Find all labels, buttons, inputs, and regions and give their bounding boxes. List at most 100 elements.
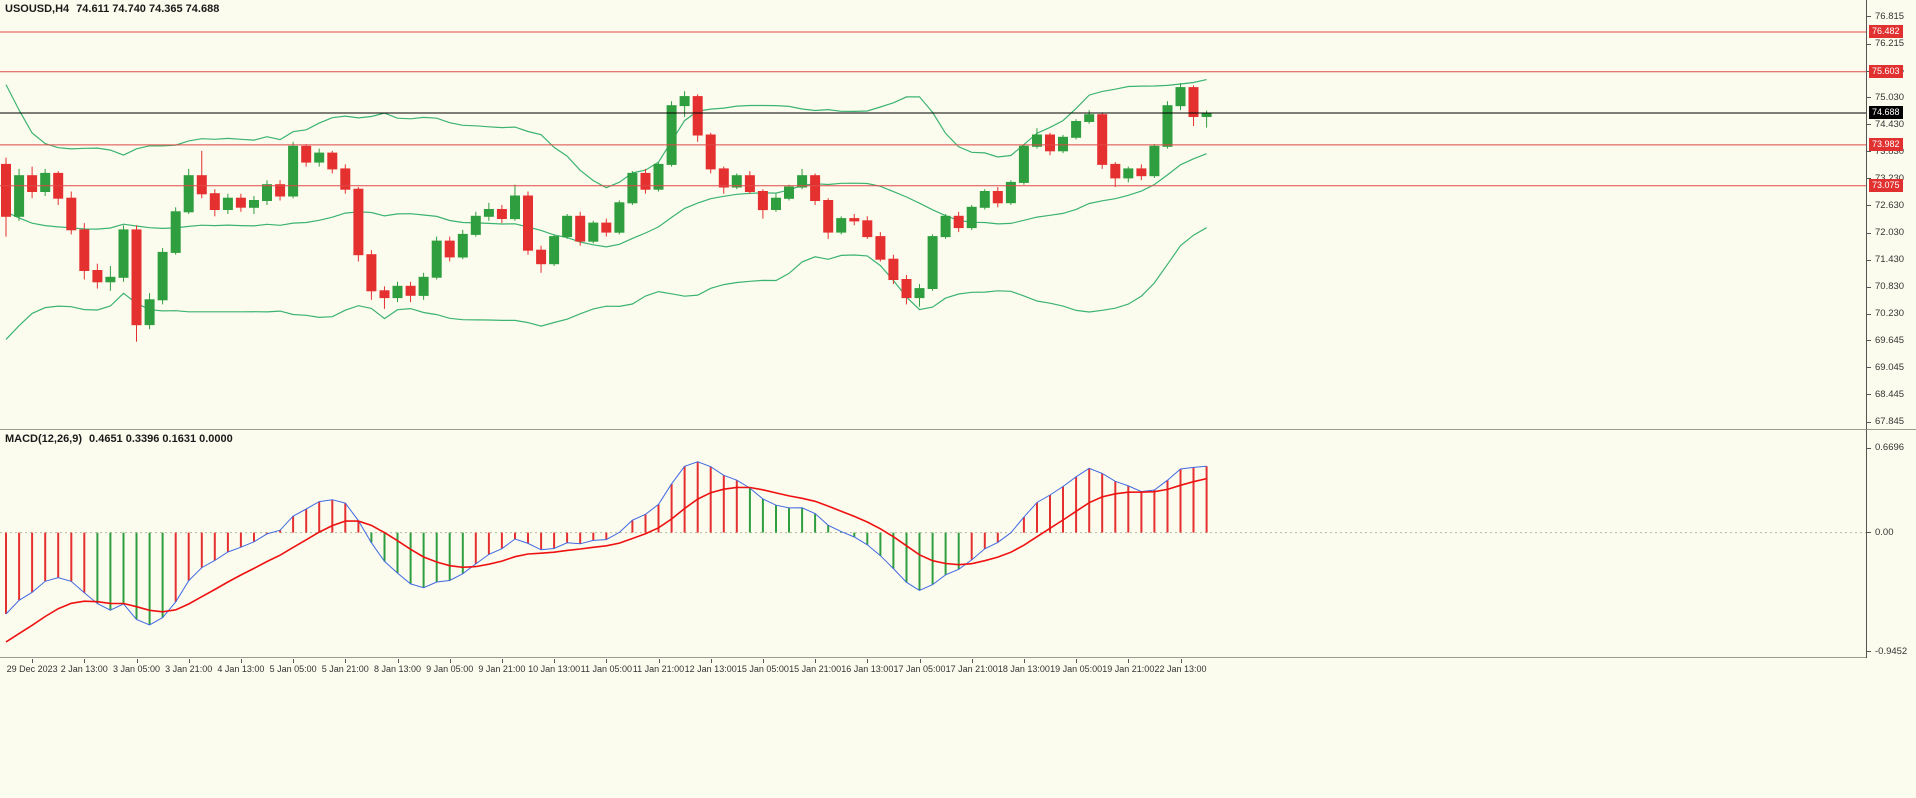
candle-body bbox=[457, 233, 468, 258]
price-axis-label: 76.815 bbox=[1875, 10, 1905, 22]
candle-body bbox=[549, 236, 560, 265]
time-axis-tick bbox=[1023, 659, 1025, 663]
time-axis-tick bbox=[293, 659, 295, 663]
candle-body bbox=[1084, 114, 1095, 122]
candle-body bbox=[810, 175, 821, 201]
candle-body bbox=[209, 193, 220, 210]
candle-body bbox=[888, 258, 899, 281]
time-axis-tick bbox=[136, 659, 138, 663]
candle-body bbox=[914, 288, 925, 299]
candle-body bbox=[235, 197, 246, 208]
candle-body bbox=[1018, 145, 1029, 183]
candle-body bbox=[170, 211, 181, 253]
candle-body bbox=[1149, 145, 1160, 177]
price-axis-tick bbox=[1867, 124, 1871, 126]
candle-body bbox=[966, 206, 977, 229]
candle-body bbox=[953, 215, 964, 229]
price-axis-tick bbox=[1867, 97, 1871, 99]
candle-body bbox=[1071, 121, 1082, 138]
candle-body bbox=[249, 200, 259, 208]
candle-body bbox=[940, 215, 951, 238]
candle-body bbox=[627, 172, 638, 204]
candle-body bbox=[79, 229, 90, 271]
price-axis-label: 69.045 bbox=[1875, 361, 1905, 373]
macd-indicator-panel[interactable] bbox=[0, 430, 1866, 658]
candle-body bbox=[979, 191, 990, 208]
price-axis-tick bbox=[1867, 178, 1871, 180]
candle-body bbox=[1110, 163, 1121, 179]
macd-axis-label: -0.9452 bbox=[1875, 645, 1908, 657]
candle-body bbox=[14, 175, 25, 217]
candle-body bbox=[222, 197, 233, 210]
price-axis-label: 72.030 bbox=[1875, 227, 1905, 238]
candle-body bbox=[418, 276, 429, 296]
candle-body bbox=[562, 215, 573, 238]
candle-body bbox=[392, 285, 403, 299]
time-axis-tick bbox=[449, 659, 451, 663]
candle-body bbox=[1188, 87, 1199, 117]
candle-body bbox=[92, 270, 103, 283]
price-level-badge: 73.982 bbox=[1869, 138, 1903, 152]
time-axis[interactable]: 29 Dec 2023 2 Jan 13:00 3 Jan 05:00 3 Jan 2… bbox=[0, 659, 1916, 679]
candle-body bbox=[262, 184, 272, 201]
time-axis-label: 15 Jan 21:00 bbox=[789, 664, 842, 674]
time-axis-label: 12 Jan 13:00 bbox=[684, 664, 737, 674]
symbol-period-label: USOUSD,H4 bbox=[5, 3, 70, 15]
time-axis-tick bbox=[1128, 659, 1130, 663]
time-axis-tick bbox=[84, 659, 86, 663]
candle-body bbox=[1162, 105, 1173, 147]
candle-body bbox=[1, 163, 11, 217]
time-axis-label: 11 Jan 05:00 bbox=[580, 664, 632, 674]
candle-body bbox=[1175, 87, 1186, 107]
time-axis-label: 17 Jan 21:00 bbox=[945, 664, 998, 674]
macd-axis-tick bbox=[1867, 447, 1871, 449]
candle-body bbox=[483, 209, 494, 217]
time-axis-label: 17 Jan 05:00 bbox=[893, 664, 946, 674]
price-axis-tick bbox=[1867, 286, 1871, 288]
time-axis-tick bbox=[240, 659, 242, 663]
candle-body bbox=[523, 195, 533, 251]
time-axis-tick bbox=[658, 659, 660, 663]
candle-body bbox=[1032, 134, 1042, 147]
candle-body bbox=[1005, 181, 1016, 204]
time-axis-label: 3 Jan 05:00 bbox=[112, 664, 161, 674]
candle-body bbox=[275, 184, 286, 197]
candle-body bbox=[992, 191, 1003, 204]
price-level-badge: 73.075 bbox=[1869, 179, 1903, 193]
price-axis-label: 73.230 bbox=[1875, 172, 1905, 184]
time-axis-label: 4 Jan 13:00 bbox=[217, 664, 265, 674]
macd-axis-tick bbox=[1867, 651, 1871, 653]
candle-body bbox=[784, 186, 794, 199]
price-axis[interactable]: 76.81576.21575.61575.03074.43073.83073.2… bbox=[1866, 0, 1916, 430]
time-axis-tick bbox=[188, 659, 190, 663]
macd-axis-tick bbox=[1867, 532, 1871, 534]
price-axis-tick bbox=[1867, 421, 1871, 423]
macd-axis[interactable]: 0.6696 0.00 -0.9452 bbox=[1866, 430, 1916, 658]
candle-body bbox=[744, 175, 755, 192]
time-axis-tick bbox=[815, 659, 817, 663]
price-axis-label: 70.230 bbox=[1875, 308, 1905, 320]
time-axis-label: 19 Jan 21:00 bbox=[1102, 664, 1155, 674]
time-axis-label: 2 Jan 13:00 bbox=[60, 664, 108, 674]
candle-body bbox=[157, 251, 168, 301]
time-axis-label: 9 Jan 05:00 bbox=[426, 664, 474, 674]
candle-body bbox=[1045, 134, 1055, 152]
macd-header: MACD(12,26,9) 0.4651 0.3396 0.1631 0.0000 bbox=[5, 433, 240, 445]
price-level-badge: 76.482 bbox=[1869, 25, 1903, 39]
candle-body bbox=[405, 285, 416, 296]
time-axis-label: 9 Jan 21:00 bbox=[478, 664, 526, 674]
candle-body bbox=[705, 134, 716, 170]
price-level-badge: 75.603 bbox=[1869, 65, 1903, 79]
price-axis-tick bbox=[1867, 232, 1871, 234]
candle-body bbox=[366, 254, 377, 292]
macd-histogram bbox=[5, 461, 1208, 625]
candle-body bbox=[1123, 168, 1134, 179]
time-axis-label: 29 Dec 2023 bbox=[6, 664, 58, 674]
candle-body bbox=[614, 202, 625, 233]
main-price-chart[interactable] bbox=[0, 0, 1866, 430]
candle-body bbox=[653, 163, 664, 190]
time-axis-tick bbox=[867, 659, 869, 663]
candle-body bbox=[327, 152, 338, 170]
candle-body bbox=[536, 249, 547, 265]
